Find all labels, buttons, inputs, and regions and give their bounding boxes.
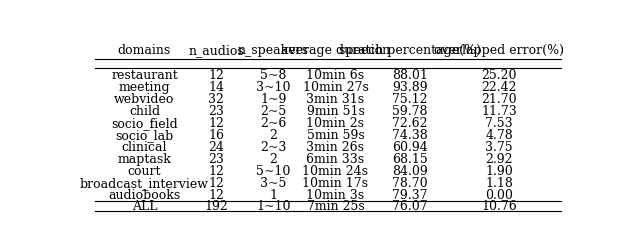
Text: socio_field: socio_field bbox=[111, 116, 178, 130]
Text: 7.53: 7.53 bbox=[485, 116, 513, 130]
Text: 1: 1 bbox=[269, 188, 278, 201]
Text: 12: 12 bbox=[209, 116, 225, 130]
Text: clinical: clinical bbox=[122, 140, 167, 153]
Text: 9min 51s: 9min 51s bbox=[307, 105, 364, 118]
Text: 1~9: 1~9 bbox=[260, 93, 287, 106]
Text: socio_lab: socio_lab bbox=[115, 128, 173, 141]
Text: 0.00: 0.00 bbox=[485, 188, 513, 201]
Text: 5min 59s: 5min 59s bbox=[307, 128, 364, 141]
Text: 3~5: 3~5 bbox=[260, 176, 287, 189]
Text: 10min 24s: 10min 24s bbox=[303, 164, 369, 177]
Text: 32: 32 bbox=[209, 93, 225, 106]
Text: domains: domains bbox=[118, 44, 171, 57]
Text: 3.75: 3.75 bbox=[485, 140, 513, 153]
Text: 93.89: 93.89 bbox=[392, 81, 428, 94]
Text: restaurant: restaurant bbox=[111, 69, 178, 82]
Text: 10min 27s: 10min 27s bbox=[303, 81, 369, 94]
Text: meeting: meeting bbox=[118, 81, 170, 94]
Text: maptask: maptask bbox=[118, 152, 172, 165]
Text: 1~10: 1~10 bbox=[256, 200, 291, 212]
Text: ALL: ALL bbox=[132, 200, 157, 212]
Text: 7min 25s: 7min 25s bbox=[307, 200, 364, 212]
Text: 23: 23 bbox=[209, 152, 225, 165]
Text: 74.38: 74.38 bbox=[392, 128, 428, 141]
Text: child: child bbox=[129, 105, 160, 118]
Text: 2~5: 2~5 bbox=[260, 105, 287, 118]
Text: 88.01: 88.01 bbox=[392, 69, 428, 82]
Text: average duration: average duration bbox=[281, 44, 390, 57]
Text: 3min 26s: 3min 26s bbox=[307, 140, 364, 153]
Text: 60.94: 60.94 bbox=[392, 140, 428, 153]
Text: speech percentage(%): speech percentage(%) bbox=[339, 44, 481, 57]
Text: 76.07: 76.07 bbox=[392, 200, 428, 212]
Text: 1.90: 1.90 bbox=[485, 164, 513, 177]
Text: 84.09: 84.09 bbox=[392, 164, 428, 177]
Text: 78.70: 78.70 bbox=[392, 176, 428, 189]
Text: 59.78: 59.78 bbox=[392, 105, 428, 118]
Text: court: court bbox=[128, 164, 161, 177]
Text: n_audios: n_audios bbox=[189, 44, 244, 57]
Text: 72.62: 72.62 bbox=[392, 116, 428, 130]
Text: 4.78: 4.78 bbox=[485, 128, 513, 141]
Text: 1.18: 1.18 bbox=[485, 176, 513, 189]
Text: 5~10: 5~10 bbox=[256, 164, 291, 177]
Text: broadcast_interview: broadcast_interview bbox=[80, 176, 209, 189]
Text: n_speakers: n_speakers bbox=[238, 44, 309, 57]
Text: 2: 2 bbox=[269, 128, 277, 141]
Text: 3~10: 3~10 bbox=[256, 81, 291, 94]
Text: 192: 192 bbox=[205, 200, 228, 212]
Text: 10min 3s: 10min 3s bbox=[307, 188, 365, 201]
Text: 14: 14 bbox=[209, 81, 225, 94]
Text: webvideo: webvideo bbox=[115, 93, 175, 106]
Text: 3min 31s: 3min 31s bbox=[307, 93, 365, 106]
Text: 2~3: 2~3 bbox=[260, 140, 287, 153]
Text: 10min 17s: 10min 17s bbox=[303, 176, 369, 189]
Text: 22.42: 22.42 bbox=[481, 81, 517, 94]
Text: audiobooks: audiobooks bbox=[108, 188, 180, 201]
Text: 23: 23 bbox=[209, 105, 225, 118]
Text: overlapped error(%): overlapped error(%) bbox=[434, 44, 564, 57]
Text: 2: 2 bbox=[269, 152, 277, 165]
Text: 10.76: 10.76 bbox=[481, 200, 517, 212]
Text: 11.73: 11.73 bbox=[481, 105, 517, 118]
Text: 79.37: 79.37 bbox=[392, 188, 428, 201]
Text: 21.70: 21.70 bbox=[481, 93, 517, 106]
Text: 68.15: 68.15 bbox=[392, 152, 428, 165]
Text: 12: 12 bbox=[209, 164, 225, 177]
Text: 25.20: 25.20 bbox=[481, 69, 517, 82]
Text: 12: 12 bbox=[209, 188, 225, 201]
Text: 24: 24 bbox=[209, 140, 225, 153]
Text: 75.12: 75.12 bbox=[392, 93, 428, 106]
Text: 10min 2s: 10min 2s bbox=[307, 116, 364, 130]
Text: 5~8: 5~8 bbox=[260, 69, 287, 82]
Text: 16: 16 bbox=[209, 128, 225, 141]
Text: 10min 6s: 10min 6s bbox=[307, 69, 365, 82]
Text: 6min 33s: 6min 33s bbox=[307, 152, 365, 165]
Text: 2~6: 2~6 bbox=[260, 116, 287, 130]
Text: 12: 12 bbox=[209, 176, 225, 189]
Text: 12: 12 bbox=[209, 69, 225, 82]
Text: 2.92: 2.92 bbox=[485, 152, 513, 165]
